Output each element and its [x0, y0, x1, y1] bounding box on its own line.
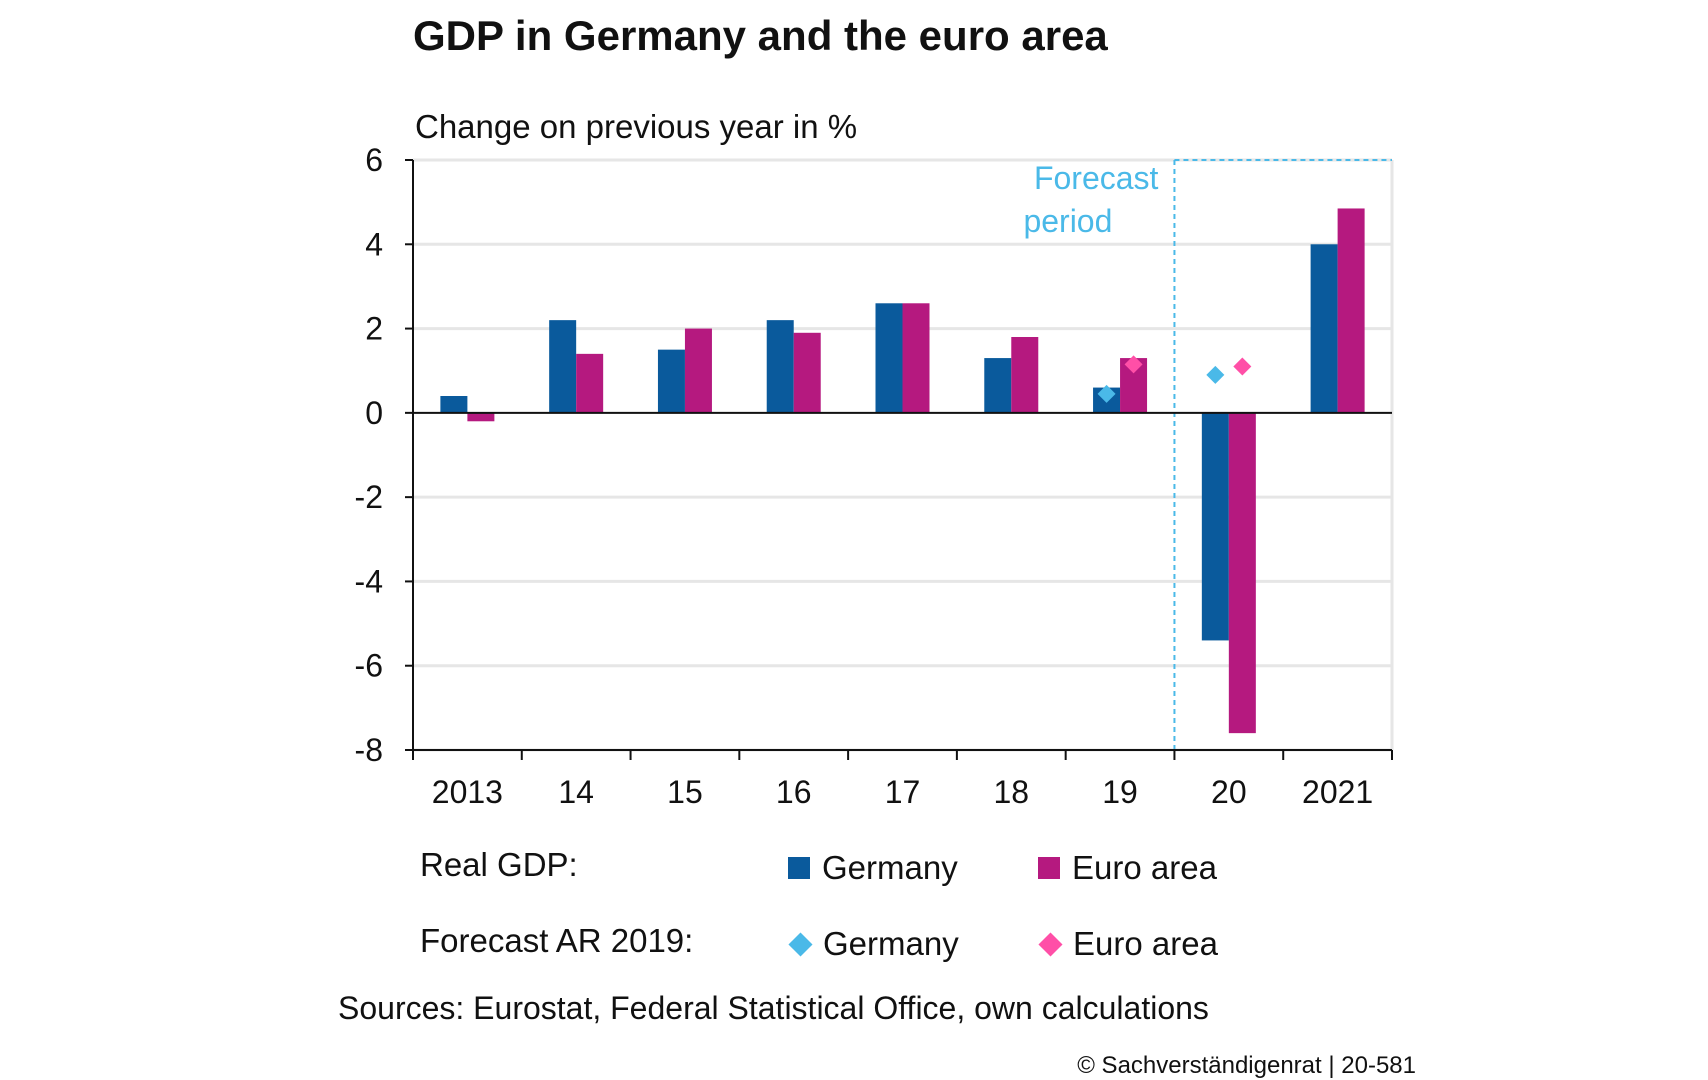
- sources-note: Sources: Eurostat, Federal Statistical O…: [338, 990, 1209, 1026]
- bar-euro-area-16: [793, 332, 821, 413]
- legend-item-euro-area-bar: Euro area: [1038, 846, 1217, 890]
- legend-item-euro-area-forecast: Euro area: [1038, 922, 1218, 966]
- bar-euro-area-14: [576, 353, 604, 413]
- x-tick-label: 20: [1211, 774, 1247, 810]
- y-axis-label: Change on previous year in %: [415, 108, 858, 145]
- x-tick-label: 16: [776, 774, 812, 810]
- forecast-marker-euro-area-20: [1233, 357, 1252, 376]
- legend-text-germany: Germany: [822, 849, 958, 886]
- bar-germany-15: [657, 349, 685, 413]
- legend-real-gdp-label: Real GDP:: [420, 846, 578, 883]
- legend-text-euro-area: Euro area: [1072, 849, 1217, 886]
- legend-row-real-gdp: Real GDP: Germany Euro area: [420, 846, 1320, 890]
- legend-text-euro-area-forecast: Euro area: [1073, 925, 1218, 962]
- bar-germany-20: [1201, 412, 1229, 641]
- bar-germany-16: [766, 320, 794, 413]
- bar-germany-17: [875, 303, 903, 413]
- bar-euro-area-2021: [1337, 208, 1365, 413]
- y-tick-label: -2: [355, 479, 383, 515]
- bar-euro-area-18: [1011, 337, 1039, 413]
- y-tick-label: 6: [365, 142, 383, 178]
- y-tick-label: 2: [365, 311, 383, 347]
- legend-row-forecast: Forecast AR 2019: Germany Euro area: [420, 922, 1320, 966]
- y-tick-label: -6: [355, 648, 383, 684]
- y-tick-label: 4: [365, 226, 383, 262]
- x-tick-label: 2021: [1302, 774, 1373, 810]
- chart-title: GDP in Germany and the euro area: [413, 12, 1108, 59]
- forecast-period-label-line1: Forecast: [1034, 160, 1159, 196]
- bar-germany-2013: [440, 396, 468, 413]
- y-tick-label: -4: [355, 563, 383, 599]
- bar-euro-area-15: [684, 328, 712, 413]
- forecast-marker-germany-20: [1206, 365, 1225, 384]
- legend-item-germany-forecast: Germany: [788, 922, 959, 966]
- legend-diamond-germany: [788, 931, 813, 957]
- legend-forecast-label: Forecast AR 2019:: [420, 922, 694, 959]
- x-tick-label: 18: [993, 774, 1029, 810]
- legend-text-germany-forecast: Germany: [823, 925, 959, 962]
- x-tick-label: 15: [667, 774, 703, 810]
- bar-germany-14: [549, 320, 577, 413]
- x-tick-label: 19: [1102, 774, 1138, 810]
- bar-euro-area-20: [1228, 412, 1256, 734]
- forecast-marker-germany-19: [1097, 384, 1116, 403]
- legend-swatch-germany: [788, 857, 810, 879]
- x-tick-label: 14: [558, 774, 594, 810]
- legend-diamond-euro-area: [1038, 931, 1063, 957]
- x-tick-label: 2013: [432, 774, 503, 810]
- forecast-period-label-line2: period: [1023, 203, 1112, 239]
- legend-swatch-euro-area: [1038, 857, 1060, 879]
- copyright-note: © Sachverständigenrat | 20-581: [1077, 1052, 1416, 1079]
- legend-item-germany-bar: Germany: [788, 846, 958, 890]
- bar-germany-2021: [1310, 244, 1338, 413]
- y-tick-label: 0: [365, 395, 383, 431]
- bar-euro-area-17: [902, 303, 930, 413]
- forecast-marker-euro-area-19: [1124, 355, 1143, 374]
- bar-germany-18: [984, 358, 1012, 413]
- x-tick-label: 17: [885, 774, 921, 810]
- y-tick-label: -8: [355, 732, 383, 768]
- bar-euro-area-2013: [467, 412, 495, 422]
